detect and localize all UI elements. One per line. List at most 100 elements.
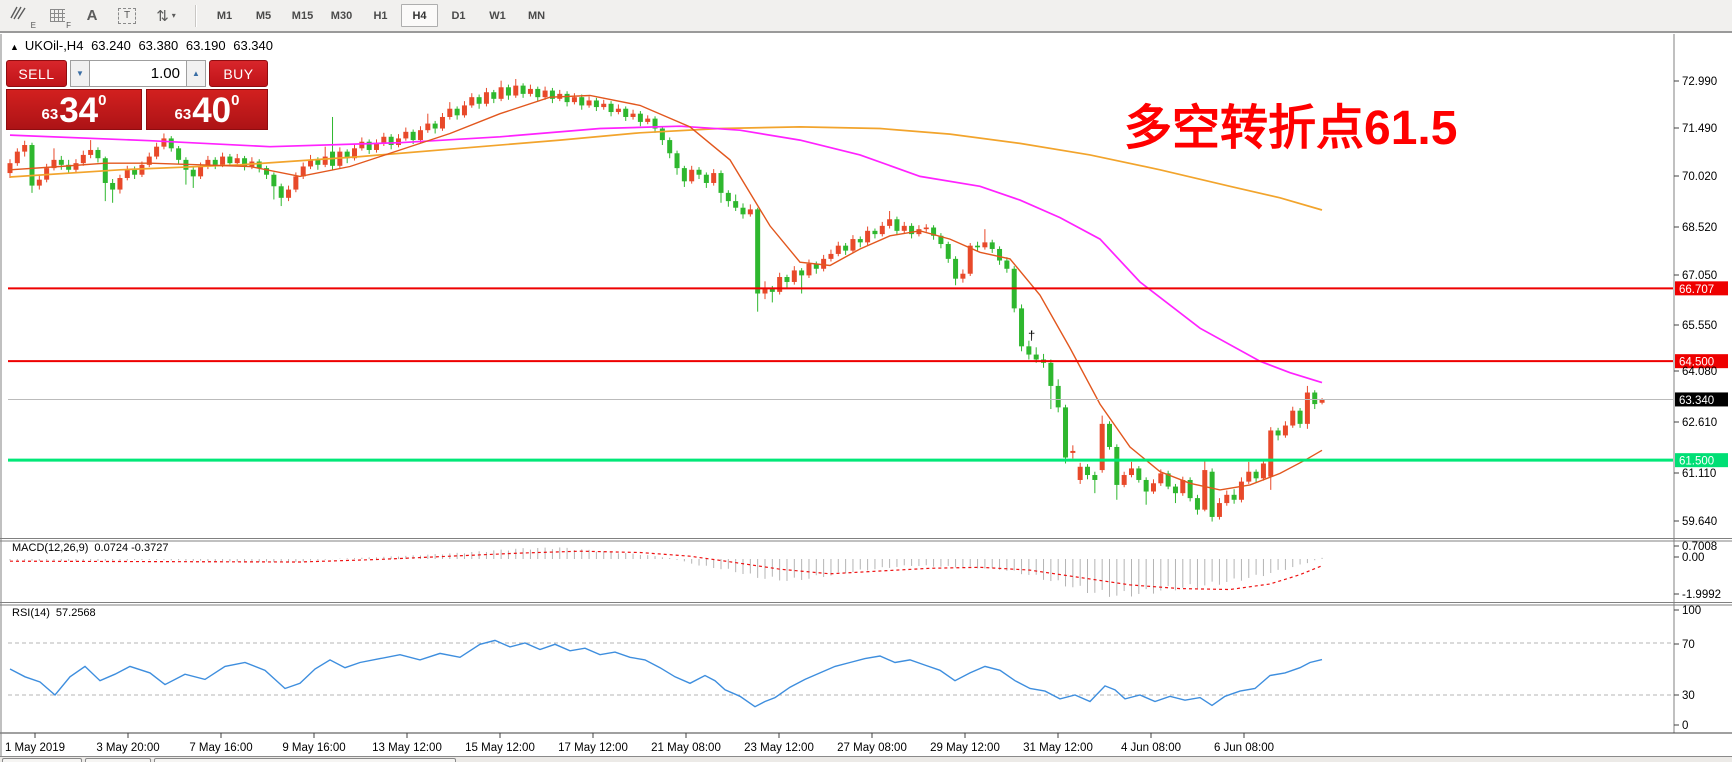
- candle: [359, 141, 365, 149]
- candle: [872, 230, 878, 235]
- candle: [344, 151, 350, 159]
- grid-icon-sub: F: [66, 20, 71, 30]
- candle: [586, 100, 592, 106]
- candle: [58, 159, 64, 165]
- candle: [410, 131, 416, 141]
- time-tick-label: 4 Jun 08:00: [1121, 742, 1181, 754]
- candle: [1092, 475, 1098, 480]
- tf-button-m1[interactable]: M1: [216, 9, 233, 22]
- tf-button-h1[interactable]: H1: [373, 9, 388, 22]
- tf-button-d1[interactable]: D1: [451, 9, 466, 22]
- time-tick-label: 15 May 12:00: [465, 742, 535, 754]
- volume-increase-button[interactable]: ▲: [185, 60, 206, 87]
- candle: [755, 209, 761, 294]
- time-tick-label: 6 Jun 08:00: [1214, 742, 1274, 754]
- candle: [498, 87, 504, 99]
- price-tick-label: 65.550: [1682, 320, 1717, 332]
- text-a-icon[interactable]: A: [86, 7, 98, 24]
- candle: [1246, 471, 1252, 482]
- candle: [469, 97, 475, 106]
- textbox-icon[interactable]: T: [114, 4, 140, 28]
- candle: [95, 149, 101, 159]
- candle: [352, 148, 358, 159]
- candle: [791, 270, 797, 282]
- candle: [615, 108, 621, 113]
- candle: [1048, 362, 1054, 386]
- candle: [388, 136, 394, 146]
- candle: [725, 192, 731, 202]
- buy-price-button[interactable]: 63 40 0: [146, 89, 268, 130]
- tf-button-m5[interactable]: M5: [255, 9, 272, 22]
- candle: [601, 103, 607, 108]
- ohlc-high: 63.380: [138, 38, 179, 53]
- ohlc-close: 63.340: [233, 38, 273, 53]
- level-badge-61.500: [1675, 453, 1728, 468]
- candle: [1143, 479, 1149, 492]
- candle: [417, 130, 423, 141]
- buy-button[interactable]: BUY: [209, 60, 268, 87]
- chart-background: [0, 34, 1732, 756]
- candle: [461, 105, 467, 116]
- volume-decrease-button[interactable]: ▼: [69, 60, 90, 87]
- macd-scale-label: 0.7008: [1682, 541, 1717, 553]
- candle: [1209, 471, 1215, 517]
- candle: [857, 239, 863, 243]
- tf-button-w1[interactable]: W1: [489, 9, 506, 22]
- candle: [88, 149, 94, 155]
- bottom-tab[interactable]: [154, 758, 456, 762]
- candle: [923, 227, 929, 230]
- candle: [630, 113, 636, 117]
- candle: [681, 168, 687, 182]
- price-tick-label: 59.640: [1682, 516, 1717, 528]
- buy-price-big: 40: [192, 91, 232, 130]
- tf-button-mn[interactable]: MN: [527, 9, 546, 22]
- candle: [608, 103, 614, 113]
- arrange-arrows-icon[interactable]: ⇅ ▾: [149, 4, 183, 28]
- candle: [139, 164, 145, 175]
- candle: [80, 154, 86, 164]
- expand-arrow-icon[interactable]: ▲: [10, 42, 19, 52]
- candle: [51, 159, 57, 169]
- time-tick-label: 9 May 16:00: [282, 742, 345, 754]
- candle: [799, 270, 805, 276]
- indicators-icon[interactable]: E: [9, 4, 36, 30]
- candle: [205, 159, 211, 167]
- grid-icon[interactable]: F: [44, 4, 71, 30]
- rsi-scale-label: 30: [1682, 690, 1695, 702]
- time-tick-label: 3 May 20:00: [96, 742, 159, 754]
- time-tick-label: 23 May 12:00: [744, 742, 814, 754]
- chart-annotation-text: 多空转折点61.5: [1124, 102, 1458, 155]
- level-badge-text: 61.500: [1679, 456, 1714, 468]
- candle: [1187, 479, 1193, 499]
- sell-button[interactable]: SELL: [6, 60, 67, 87]
- candle: [527, 88, 533, 94]
- candle: [1231, 494, 1237, 500]
- candle: [110, 182, 116, 190]
- toolbar-separator: [195, 4, 197, 27]
- bottom-tab[interactable]: [85, 758, 151, 762]
- buy-price-sup: 0: [231, 92, 240, 109]
- candle: [234, 158, 240, 164]
- tf-button-h4-active[interactable]: H4: [401, 4, 438, 27]
- candle: [762, 288, 768, 294]
- bottom-tab[interactable]: [2, 758, 82, 762]
- candle: [850, 239, 856, 251]
- tf-button-m30[interactable]: M30: [330, 9, 353, 22]
- candle: [36, 179, 42, 186]
- buy-price-prefix: 63: [174, 106, 192, 123]
- volume-input[interactable]: [89, 60, 186, 87]
- chart-tab-strip: [0, 756, 1732, 762]
- sell-price-sup: 0: [98, 92, 107, 109]
- candle: [769, 288, 775, 292]
- candle: [1224, 494, 1230, 504]
- candle: [1304, 392, 1310, 424]
- candle: [637, 113, 643, 122]
- candle: [1150, 483, 1156, 492]
- sell-price-button[interactable]: 63 34 0: [6, 89, 142, 130]
- candle: [1275, 430, 1281, 436]
- tf-button-m15[interactable]: M15: [291, 9, 314, 22]
- rsi-title-label: RSI(14): [12, 607, 50, 619]
- candle: [176, 148, 182, 160]
